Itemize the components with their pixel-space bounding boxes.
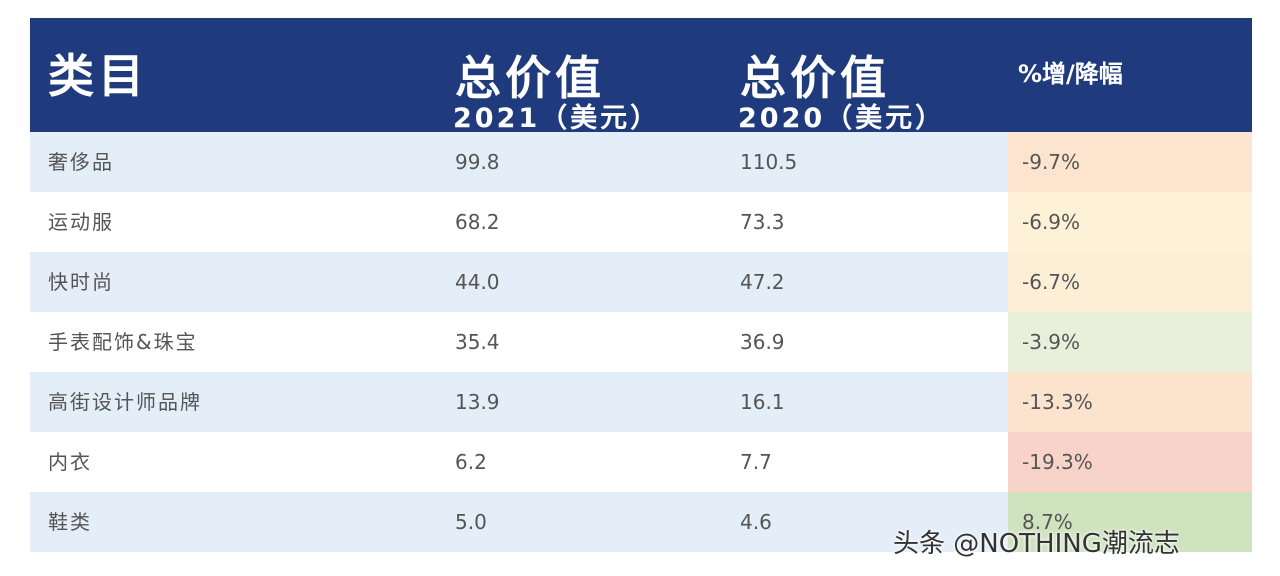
category-cell: 手表配饰&珠宝	[48, 330, 198, 354]
value-cell: 36.9	[740, 330, 785, 354]
value-cell: 6.2	[455, 450, 487, 474]
table-row: 高街设计师品牌 13.9 16.1 -13.3%	[30, 372, 1252, 432]
value-cell: 99.8	[455, 150, 500, 174]
change-cell: -13.3%	[1022, 390, 1093, 414]
category-cell: 高街设计师品牌	[48, 390, 202, 414]
category-cell: 运动服	[48, 210, 114, 234]
change-cell-bg	[1008, 192, 1252, 252]
change-cell: -19.3%	[1022, 450, 1093, 474]
value-cell: 68.2	[455, 210, 500, 234]
table-row: 运动服 68.2 73.3 -6.9%	[30, 192, 1252, 252]
change-cell-bg	[1008, 252, 1252, 312]
table-row: 手表配饰&珠宝 35.4 36.9 -3.9%	[30, 312, 1252, 372]
change-cell-bg	[1008, 312, 1252, 372]
watermark: 头条 @NOTHING潮流志	[893, 529, 1180, 559]
category-cell: 快时尚	[48, 270, 114, 294]
table-row: 鞋类 5.0 4.6 8.7%	[30, 492, 1252, 552]
header-title: 类目	[48, 49, 148, 103]
change-cell: 8.7%	[1022, 510, 1073, 534]
value-cell: 4.6	[740, 510, 772, 534]
change-cell-bg	[1008, 132, 1252, 192]
value-cell: 110.5	[740, 150, 798, 174]
category-cell: 奢侈品	[48, 150, 114, 174]
change-cell: -6.9%	[1022, 210, 1081, 234]
table-row: 快时尚 44.0 47.2 -6.7%	[30, 252, 1252, 312]
category-cell: 鞋类	[48, 510, 92, 534]
table-header: 类目 总价值 2021（美元） 总价值 2020（美元） %增/降幅	[30, 18, 1252, 134]
change-cell-bg	[1008, 492, 1252, 552]
header-subtitle: 2020（美元）	[738, 103, 946, 134]
change-cell: -9.7%	[1022, 150, 1081, 174]
change-cell: -3.9%	[1022, 330, 1081, 354]
header-title: %增/降幅	[1018, 60, 1123, 88]
value-cell: 16.1	[740, 390, 785, 414]
value-cell: 73.3	[740, 210, 785, 234]
value-cell: 13.9	[455, 390, 500, 414]
value-cell: 35.4	[455, 330, 500, 354]
header-title: 总价值	[455, 51, 605, 105]
value-cell: 7.7	[740, 450, 772, 474]
value-cell: 44.0	[455, 270, 500, 294]
value-cell: 5.0	[455, 510, 487, 534]
change-cell-bg	[1008, 372, 1252, 432]
header-title: 总价值	[740, 51, 890, 105]
value-cell: 47.2	[740, 270, 785, 294]
change-cell: -6.7%	[1022, 270, 1081, 294]
change-cell-bg	[1008, 432, 1252, 492]
table-row: 内衣 6.2 7.7 -19.3%	[30, 432, 1252, 492]
header-subtitle: 2021（美元）	[453, 103, 661, 134]
table-row: 奢侈品 99.8 110.5 -9.7%	[30, 132, 1252, 192]
category-cell: 内衣	[48, 450, 92, 474]
